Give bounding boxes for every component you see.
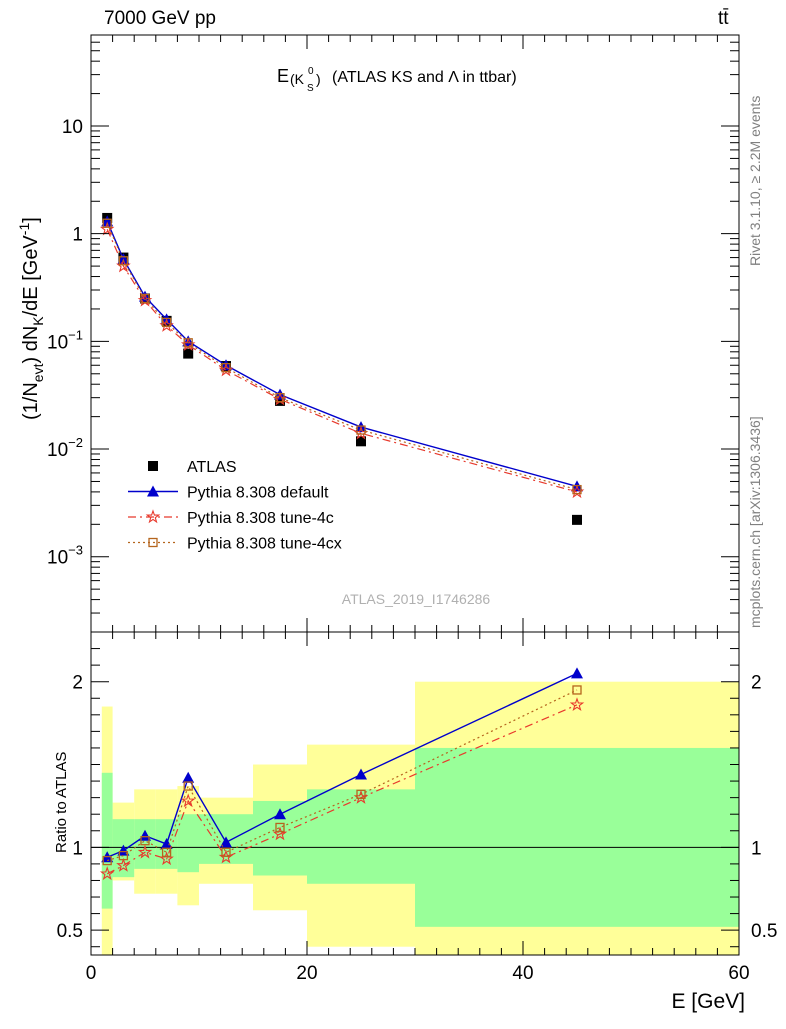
x-tick-label: 40 [512,963,533,984]
ratio-y-tick-label: 0.5 [57,921,83,942]
main-data-point [161,317,172,328]
main-series-line [106,223,578,491]
ratio-data-point [571,667,583,679]
ratio-data-point [272,826,288,841]
x-tick-label: 20 [296,963,317,984]
ratio-y-tick-label: 2 [72,673,83,694]
legend-marker [148,537,158,548]
ratio-data-point [182,771,195,783]
ratio-data-point [140,836,150,846]
legend-marker [147,485,159,497]
ratio-series-line [106,704,578,875]
ratio-data-point [118,850,129,861]
main-y-tick-label: 10−1 [47,327,83,353]
x-tick-label: 0 [86,963,97,984]
plot-title-sub2: S [307,83,314,94]
ratio-data-point [161,847,172,857]
ratio-y-axis-label: Ratio to ATLAS [53,752,70,853]
ratio-data-point [116,857,131,872]
ratio-data-point [180,793,196,808]
legend-label: Pythia 8.308 tune-4cx [187,536,342,553]
ratio-data-point [274,808,286,820]
uncertainty-band-inner [101,772,113,909]
beam-label: 7000 GeV pp [104,8,216,29]
plot-title: E [277,66,289,86]
main-y-tick-label: 10−2 [47,435,83,461]
uncertainty-band-inner [177,814,199,873]
main-data-point [356,436,366,447]
ratio-data-point [220,836,232,848]
main-data-point [183,348,194,359]
main-y-axis-label: (1/Nevt) dNK/dE [GeV-1] [16,217,46,420]
ratio-data-point [102,855,112,866]
legend-marker [145,509,161,524]
plot-title-sub: (K [290,71,305,87]
analysis-id: ATLAS_2019_I1746286 [342,591,491,607]
main-data-point [275,393,285,403]
main-y-tick-label: 1 [72,225,83,246]
ratio-data-point [572,685,582,695]
ratio-data-point [183,781,193,791]
ratio-y-tick-label-right: 1 [751,838,762,859]
ratio-data-point [139,829,151,841]
x-tick-label: 60 [728,963,749,984]
main-data-point [102,218,112,228]
x-axis-label: E [GeV] [671,990,745,1013]
plot-title-rest: (ATLAS KS and Λ in ttbar) [332,69,517,86]
main-data-point [572,514,582,525]
ratio-data-point [355,768,367,780]
main-data-point [140,293,150,304]
ratio-data-point [137,844,153,859]
ratio-data-point [160,838,173,850]
ratio-data-point [159,851,174,866]
uncertainty-band-inner [134,819,156,869]
main-y-tick-label: 10 [62,117,83,138]
ratio-data-point [221,847,231,857]
mcplots-label: mcplots.cern.ch [arXiv:1306.3436] [747,416,763,628]
ratio-y-tick-label-right: 2 [751,673,762,694]
legend: ATLAS Pythia 8.308 default Pythia 8.308 tu… [128,459,342,553]
legend-marker [148,461,158,471]
ratio-data-point [569,697,585,712]
main-data-point [118,256,129,266]
ratio-series-line [107,689,578,862]
main-series-line [106,228,578,493]
legend-label: Pythia 8.308 default [187,485,329,502]
process-label: tt̄ [718,8,729,29]
ratio-data-point [356,789,366,799]
plot-title-sup: 0 [308,66,314,77]
main-data-point [221,363,231,373]
main-data-point [275,395,285,406]
main-data-point [183,338,193,348]
main-data-point [572,484,582,495]
uncertainty-band-inner [415,747,739,927]
main-series-line [106,221,578,488]
uncertainty-band-inner [307,789,415,884]
ratio-data-point [99,866,115,881]
ratio-data-point [275,822,285,833]
plot-title-paren: ) [316,71,321,87]
main-data-point [356,425,366,435]
main-y-tick-label: 10−3 [47,543,83,569]
main-data-point [101,215,114,227]
rivet-version-label: Rivet 3.1.10, ≥ 2.2M events [747,95,763,266]
legend-label: ATLAS [187,459,237,476]
ratio-y-tick-label-right: 0.5 [751,921,777,942]
ratio-y-tick-label: 1 [72,838,83,859]
main-data-point [182,335,195,347]
legend-label: Pythia 8.308 tune-4c [187,510,334,527]
